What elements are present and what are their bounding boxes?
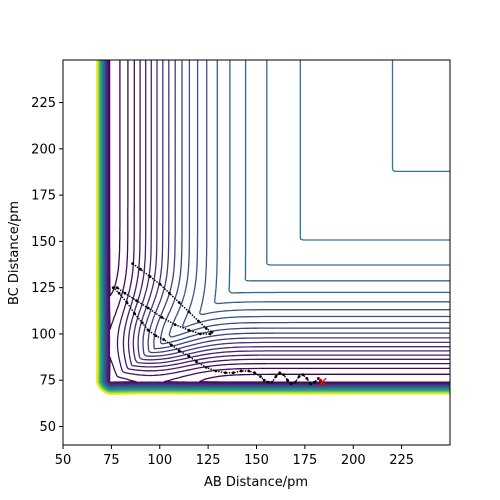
trajectory-point: [168, 291, 171, 295]
trajectory-point: [313, 380, 316, 384]
trajectory-point: [289, 382, 293, 386]
x-tick-label: 200: [341, 453, 366, 468]
trajectory-point: [270, 380, 274, 384]
trajectory-point: [148, 275, 152, 278]
trajectory-point: [199, 332, 202, 336]
trajectory-point: [154, 334, 158, 338]
end-marker-stroke: [317, 377, 327, 387]
trajectory-point: [177, 349, 181, 352]
trajectory-point: [301, 373, 305, 377]
end-marker: [317, 377, 327, 387]
trajectory-point: [177, 301, 181, 304]
trajectory-point: [208, 332, 212, 336]
trajectory-point: [282, 373, 285, 377]
trajectory-point: [123, 291, 127, 295]
trajectory-point: [309, 382, 313, 386]
y-tick-label: 175: [31, 189, 56, 204]
trajectory-point: [195, 360, 198, 364]
trajectory-point: [125, 301, 129, 304]
trajectory-point: [274, 375, 278, 378]
trajectory-point: [231, 371, 235, 375]
x-tick-label: 100: [147, 453, 172, 468]
x-tick-label: 50: [55, 453, 72, 468]
trajectory-point: [158, 282, 162, 286]
y-tick-label: 225: [31, 96, 56, 111]
trajectory-point: [170, 343, 173, 347]
trajectory-point: [115, 286, 119, 290]
y-tick-label: 75: [39, 374, 56, 389]
trajectory-point: [131, 262, 135, 265]
trajectory-point: [146, 328, 150, 332]
x-axis-ticks: 50 75 100 125 150 175 200 225: [55, 445, 414, 468]
trajectory-point: [197, 319, 200, 323]
y-axis-label: BC Distance/pm: [7, 201, 22, 305]
x-tick-label: 175: [292, 453, 317, 468]
trajectory-point: [162, 338, 166, 341]
trajectory-point: [187, 310, 191, 314]
trajectory-point: [214, 369, 218, 373]
trajectory-point: [247, 369, 251, 373]
trajectory-point: [278, 371, 282, 375]
trajectory-point: [305, 377, 309, 380]
trajectory-path: [111, 262, 324, 386]
y-tick-label: 50: [39, 420, 56, 435]
trajectory-point: [133, 312, 137, 315]
trajectory-point: [187, 354, 191, 358]
trajectory-point: [210, 330, 214, 334]
x-axis-label: AB Distance/pm: [204, 475, 308, 490]
trajectory-point: [262, 378, 266, 382]
trajectory-point: [117, 291, 121, 295]
trajectory-point: [266, 380, 270, 384]
trajectory-point: [297, 375, 301, 378]
trajectory-point: [286, 378, 289, 382]
trajectory-point: [140, 321, 144, 325]
trajectory-point: [111, 286, 115, 290]
contour-lines: [95, 60, 450, 396]
contour-level: [95, 60, 450, 396]
trajectory-point: [239, 369, 243, 373]
trajectory-point: [146, 306, 150, 310]
x-tick-label: 225: [389, 453, 414, 468]
x-tick-label: 75: [103, 453, 120, 468]
trajectory-point: [204, 327, 208, 330]
x-tick-label: 150: [244, 453, 269, 468]
trajectory-point: [293, 380, 297, 384]
trajectory-point: [187, 328, 191, 332]
trajectory-point: [204, 365, 208, 369]
y-tick-label: 150: [31, 235, 56, 250]
y-tick-label: 125: [31, 281, 56, 296]
trajectory-point: [259, 375, 262, 378]
trajectory-point: [139, 267, 142, 271]
y-axis-ticks: 50 75 100 125 150 175 200 225: [31, 96, 63, 435]
trajectory-point: [135, 299, 138, 302]
trajectory-point: [160, 315, 164, 319]
y-tick-label: 200: [31, 142, 56, 157]
trajectory-point: [253, 371, 256, 375]
trajectory-point: [224, 371, 227, 375]
y-tick-label: 100: [31, 327, 56, 342]
trajectory-point: [173, 323, 177, 327]
x-tick-label: 125: [196, 453, 221, 468]
